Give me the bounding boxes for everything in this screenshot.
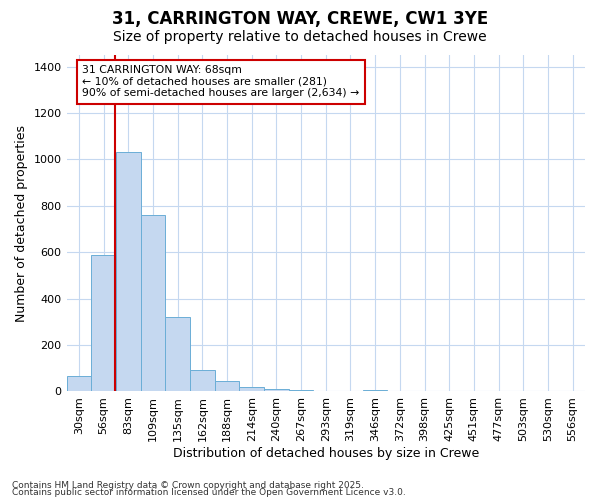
X-axis label: Distribution of detached houses by size in Crewe: Distribution of detached houses by size … (173, 447, 479, 460)
Y-axis label: Number of detached properties: Number of detached properties (15, 124, 28, 322)
Bar (67, 376, 91, 392)
Text: Contains public sector information licensed under the Open Government Licence v3: Contains public sector information licen… (12, 488, 406, 497)
Bar (239, 387, 264, 392)
Bar (140, 215, 165, 392)
Text: 31, CARRINGTON WAY, CREWE, CW1 3YE: 31, CARRINGTON WAY, CREWE, CW1 3YE (112, 10, 488, 28)
Bar (264, 389, 289, 392)
Bar (165, 317, 190, 392)
Bar (289, 390, 313, 392)
Bar (91, 254, 116, 392)
Bar (363, 390, 388, 392)
Text: 31 CARRINGTON WAY: 68sqm
← 10% of detached houses are smaller (281)
90% of semi-: 31 CARRINGTON WAY: 68sqm ← 10% of detach… (82, 65, 359, 98)
Bar (116, 152, 140, 392)
Bar (190, 370, 215, 392)
Text: Size of property relative to detached houses in Crewe: Size of property relative to detached ho… (113, 30, 487, 44)
Text: Contains HM Land Registry data © Crown copyright and database right 2025.: Contains HM Land Registry data © Crown c… (12, 480, 364, 490)
Bar (215, 382, 239, 392)
